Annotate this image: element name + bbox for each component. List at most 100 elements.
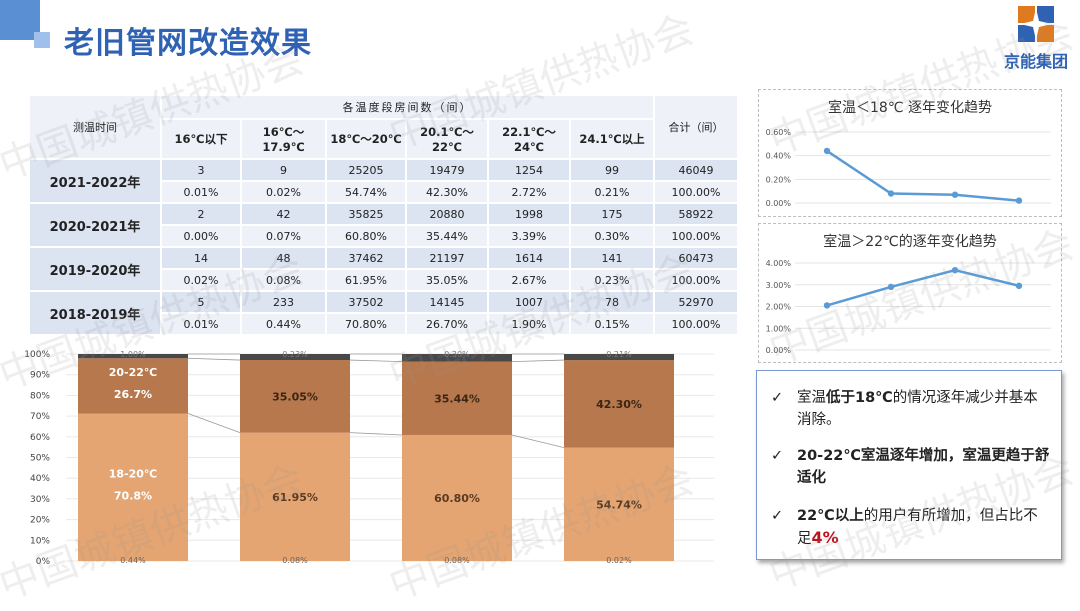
note-1-bold: 低于18℃ <box>826 390 893 406</box>
percent-cell: 0.02% <box>160 268 242 292</box>
percent-cell: 2.67% <box>487 268 571 292</box>
bar-label-top: 0.21% <box>606 350 632 359</box>
year-cell: 2021-2022年 <box>28 158 162 204</box>
note-3-suffix: 的用户有所增加，但占比不足 <box>797 508 1038 547</box>
connector-line <box>349 432 403 436</box>
connector-line <box>187 357 241 361</box>
bar-label-18-20: 70.8% <box>114 489 152 502</box>
line-chart-below-18: 室温＜18℃ 逐年变化趋势 0.00% 0.20% 0.40% 0.60% <box>758 89 1062 217</box>
data-point <box>887 283 895 291</box>
year-cell: 2018-2019年 <box>28 290 162 336</box>
percent-cell: 61.95% <box>325 268 407 292</box>
count-cell: 1254 <box>487 158 571 182</box>
count-cell: 21197 <box>405 246 489 270</box>
y-tick-label: 40% <box>30 474 50 484</box>
band-header-5: 24.1℃以上 <box>569 118 655 160</box>
percent-cell: 42.30% <box>405 180 489 204</box>
count-cell: 42 <box>240 202 327 226</box>
y-tick-label: 100% <box>24 350 50 360</box>
bar-label-18-20: 60.80% <box>434 492 480 505</box>
percent-cell: 0.15% <box>569 312 655 336</box>
y-tick-label: 20% <box>30 516 50 526</box>
series-line <box>826 149 1020 202</box>
line-chart-below-18-svg: 室温＜18℃ 逐年变化趋势 0.00% 0.20% 0.40% 0.60% <box>766 99 1051 208</box>
table-row: 2018-2019年 5 233 37502 14145 1007 78 52970 <box>28 290 739 336</box>
percent-cell: 0.30% <box>569 224 655 248</box>
percent-cell: 35.44% <box>405 224 489 248</box>
bar-segment-20-22 <box>402 361 512 435</box>
bar-label-top: 1.00% <box>120 350 146 359</box>
data-point <box>951 266 959 274</box>
percent-cell: 0.44% <box>240 312 327 336</box>
bar-label-top: 0.30% <box>444 350 470 359</box>
y-tick-label: 1.00% <box>766 324 792 333</box>
count-cell: 2 <box>160 202 242 226</box>
count-cell: 19479 <box>405 158 489 182</box>
data-point <box>1015 197 1023 204</box>
count-cell: 9 <box>240 158 327 182</box>
y-tick-label: 90% <box>30 371 50 381</box>
connector-line <box>511 434 565 449</box>
bar-label-18-20: 61.95% <box>272 491 318 504</box>
note-1-suffix: 的情况逐年减少并基本消除。 <box>797 390 1038 428</box>
count-cell: 14145 <box>405 290 489 314</box>
band-header-1: 16℃～17.9℃ <box>240 118 327 160</box>
note-1-prefix: 室温 <box>797 390 826 406</box>
percent-cell: 0.08% <box>240 268 327 292</box>
data-point <box>823 147 831 155</box>
count-cell: 37462 <box>325 246 407 270</box>
percent-cell: 70.80% <box>325 312 407 336</box>
percent-cell: 2.72% <box>487 180 571 204</box>
bar-segment-20-22 <box>240 360 350 433</box>
percent-cell: 100.00% <box>653 312 739 336</box>
note-3: ✓ 22℃以上的用户有所增加，但占比不足4% <box>771 505 1051 550</box>
line-chart-above-22: 室温＞22℃的逐年变化趋势 0.00% 1.00% 2.00% 3.00% 4.00% <box>758 223 1062 363</box>
y-tick-label: 50% <box>30 454 50 464</box>
header-time: 测温时间 <box>28 94 162 160</box>
count-cell: 46049 <box>653 158 739 182</box>
bar-label-bottom: 0.08% <box>282 556 308 565</box>
connector-line <box>187 413 241 433</box>
bar-label-20-22: 35.05% <box>272 390 318 403</box>
percent-cell: 0.02% <box>240 180 327 204</box>
table-row: 2019-2020年 14 48 37462 21197 1614 141 60473 <box>28 246 739 292</box>
table-body: 2021-2022年 3 9 25205 19479 1254 99 46049 0.01% 0.… <box>28 158 739 336</box>
percent-cell: 0.23% <box>569 268 655 292</box>
count-cell: 52970 <box>653 290 739 314</box>
y-tick-label: 60% <box>30 433 50 443</box>
bar-label-bottom: 0.08% <box>444 556 470 565</box>
y-tick-label: 0.40% <box>766 152 792 161</box>
bar-segment-above-22 <box>402 354 512 362</box>
percent-cell: 1.90% <box>487 312 571 336</box>
count-cell: 175 <box>569 202 655 226</box>
percent-cell: 60.80% <box>325 224 407 248</box>
percent-cell: 100.00% <box>653 268 739 292</box>
logo-text: 京能集团 <box>1003 52 1068 71</box>
line-chart-above-22-svg: 室温＞22℃的逐年变化趋势 0.00% 1.00% 2.00% 3.00% 4.00% <box>766 233 1051 355</box>
line-chart-title: 室温＜18℃ 逐年变化趋势 <box>828 99 992 116</box>
table-row: 0.00% 0.07% 60.80% 35.44% 3.39% 0.30% 100.00% <box>29 224 739 248</box>
count-cell: 99 <box>569 158 655 182</box>
bar-segment-18-20 <box>240 432 350 561</box>
bar-segment-above-22 <box>564 354 674 361</box>
company-logo: 京能集团 <box>998 6 1074 72</box>
table-row: 0.01% 0.02% 54.74% 42.30% 2.72% 0.21% 100.00% <box>29 180 739 204</box>
y-tick-label: 0.00% <box>766 199 792 208</box>
stacked-bar-chart: 0% 10% 20% 30% 40% 50% 60% 70% 80% 90% 100% 70.8% 26… <box>24 350 714 567</box>
bar-label-18-20: 54.74% <box>596 498 642 511</box>
percent-cell: 0.21% <box>569 180 655 204</box>
conclusion-box: ✓ 室温低于18℃的情况逐年减少并基本消除。 ✓ 20-22℃室温逐年增加，室温… <box>756 370 1062 560</box>
percent-cell: 100.00% <box>653 180 739 204</box>
band-header-0: 16℃以下 <box>160 118 242 160</box>
y-tick-label: 3.00% <box>766 281 792 290</box>
bar-segment-above-22 <box>78 354 188 359</box>
segment-name-20-22: 20-22℃ <box>109 366 158 379</box>
bar-label-20-22: 26.7% <box>114 388 152 401</box>
bar-segment-18-20 <box>402 434 512 561</box>
percent-cell: 26.70% <box>405 312 489 336</box>
count-cell: 141 <box>569 246 655 270</box>
percent-cell: 0.01% <box>160 180 242 204</box>
y-tick-label: 0.00% <box>766 346 792 355</box>
count-cell: 37502 <box>325 290 407 314</box>
y-tick-label: 2.00% <box>766 303 792 312</box>
